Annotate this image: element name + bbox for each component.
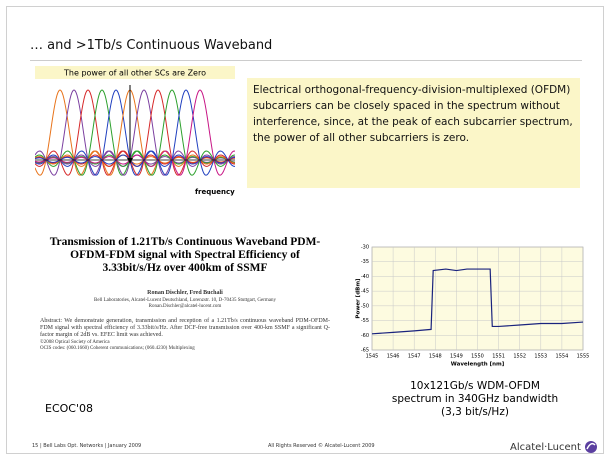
spectrum-line [371,268,584,335]
logo: Alcatel·Lucent [510,440,598,454]
logo-text: Alcatel·Lucent [510,442,581,453]
y-tick-label: -45 [361,289,369,295]
paper-authors: Ronan Dischler, Fred Buchali [147,290,223,296]
y-tick-label: -30 [361,245,369,251]
footer-center: All Rights Reserved © Alcatel-Lucent 200… [268,443,375,449]
y-tick-label: -60 [361,333,369,339]
logo-icon [585,441,598,453]
x-tick-label: 1548 [429,354,442,360]
paper-abstract: Abstract: We demonstrate generation, tra… [40,318,330,338]
arrow-head [127,158,133,164]
paper-email: Ronan.Dischler@alcatel-lucent.com [148,304,222,309]
x-tick-label: 1553 [534,354,547,360]
paper-title: Transmission of 1.21Tb/s Continuous Wave… [49,236,321,274]
y-tick-label: -40 [361,274,369,280]
y-tick-label: -35 [361,259,369,265]
venue: ECOC'08 [45,402,93,415]
paper-affiliation: Bell Laboratories, Alcatel-Lucent Deutsc… [93,298,277,303]
x-tick-label: 1546 [387,354,400,360]
slide-title: … and >1Tb/s Continuous Waveband [30,38,273,53]
x-tick-label: 1549 [450,354,463,360]
caption-line: 10x121Gb/s WDM-OFDM [410,380,540,392]
x-tick-label: 1551 [492,354,505,360]
x-tick-label: 1552 [513,354,526,360]
subcarrier [35,89,236,176]
subcarrier [35,89,236,176]
x-tick-label: 1554 [556,354,569,360]
description: Electrical orthogonal-frequency-division… [247,78,580,188]
frequency-label: frequency [195,188,235,196]
paper-ocis: OCIS codes: (060.1660) Coherent communic… [40,346,195,351]
caption-line: spectrum in 340GHz bandwidth [391,393,559,405]
y-tick-label: -65 [361,348,369,354]
x-tick-label: 1545 [366,354,379,360]
subcarrier [35,89,236,176]
footer-left: 15 | Bell Labs Opt. Networks | January 2… [32,443,142,449]
subcarrier [35,89,236,176]
frame [6,6,604,454]
y-tick-label: -55 [361,318,369,324]
figure-label: The power of all other SCs are Zero [63,69,206,78]
y-tick-label: -50 [361,303,369,309]
x-tick-label: 1550 [471,354,484,360]
y-axis-label: Power [dBm] [356,278,362,319]
x-tick-label: 1555 [577,354,590,360]
subcarrier [35,89,236,176]
paper-copyright: ©2008 Optical Society of America [40,340,110,345]
title-rule [30,60,582,61]
ofdm-figure: The power of all other SCs are Zero freq… [35,66,236,196]
figure-label-bg [35,66,235,79]
subcarrier [35,89,236,176]
caption-line: (3,3 bit/s/Hz) [441,406,509,418]
x-axis-label: Wavelength [nm] [451,362,505,368]
x-tick-label: 1547 [408,354,421,360]
subcarriers [35,89,236,176]
